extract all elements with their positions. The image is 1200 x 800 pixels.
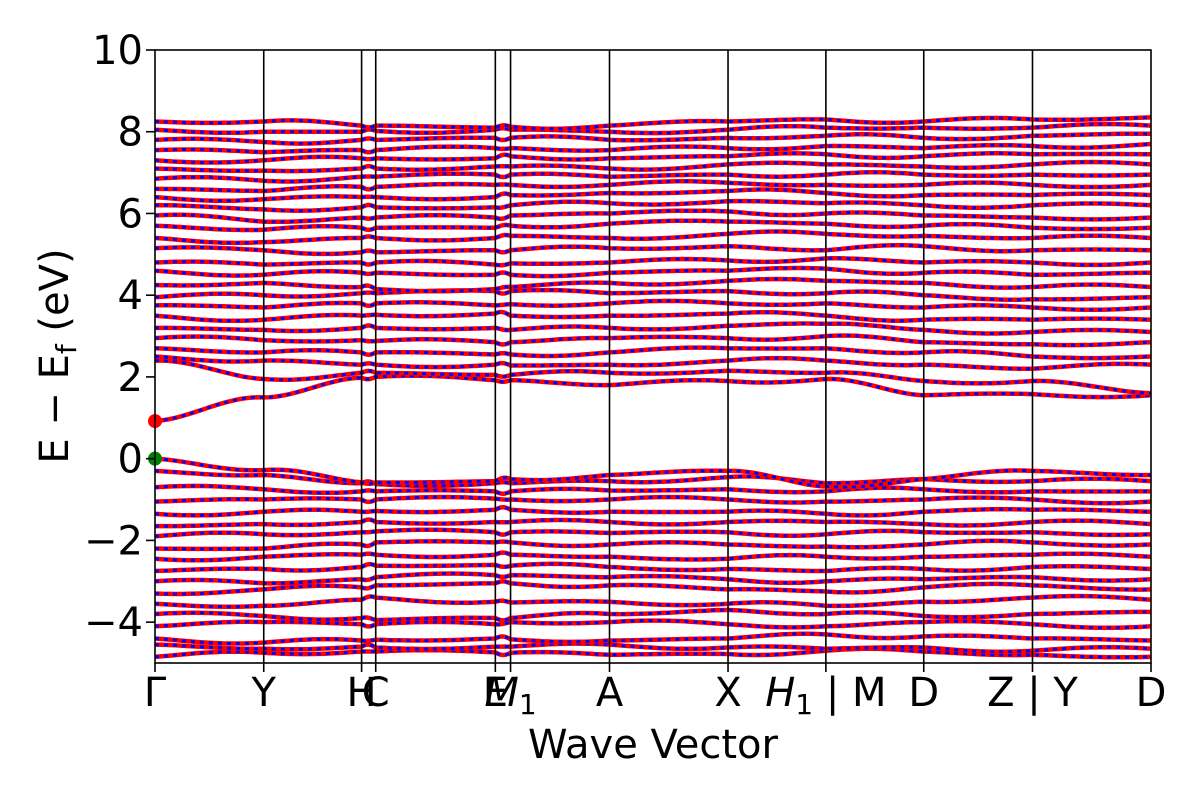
band-line-spin-down — [154, 188, 1152, 203]
x-axis-label: Wave Vector — [528, 722, 779, 768]
band-line-spin-down — [154, 199, 1152, 213]
band-line-spin-down — [154, 243, 1152, 256]
band-line-spin-down — [154, 457, 1152, 489]
y-tick-label: −4 — [84, 600, 143, 646]
y-tick-label: 2 — [118, 355, 143, 401]
x-tick-label: Γ — [144, 670, 167, 716]
band-line-spin-down — [154, 115, 1152, 131]
x-tick-label: Y — [251, 670, 277, 716]
band-line-spin-down — [154, 230, 1152, 245]
band-line-spin-down — [154, 484, 1151, 496]
kpoint-lines-layer — [262, 50, 1034, 663]
band-line-spin-down — [154, 209, 1152, 224]
y-tick-label: 10 — [92, 28, 143, 74]
x-tick-label: M1 — [484, 670, 536, 721]
y-tick-label: −2 — [84, 518, 143, 564]
band-line-spin-down — [154, 346, 1152, 360]
band-line-spin-down — [154, 170, 1152, 183]
y-tick-label: 6 — [118, 191, 143, 237]
plot-frame — [154, 49, 1152, 664]
band-line-spin-down — [154, 355, 1152, 371]
y-tick-label: 8 — [118, 110, 143, 156]
y-axis-label-unit: (eV) — [32, 248, 78, 344]
y-axis-label-main: E − E — [32, 354, 78, 464]
y-tick-label: 4 — [118, 273, 143, 319]
band-line-spin-down — [154, 505, 1152, 517]
band-line-spin-down — [154, 579, 1152, 596]
band-line-spin-down — [154, 608, 1151, 622]
x-tick-label: H1 | M — [765, 670, 886, 721]
x-tick-label: E — [483, 670, 508, 716]
x-tick-label: A — [596, 670, 624, 716]
band-line-spin-down — [154, 132, 1152, 146]
band-line-spin-down — [154, 647, 1152, 659]
band-line-spin-down — [154, 333, 1152, 347]
y-tick-label: 0 — [118, 437, 143, 483]
y-axis: −4 −2 0 2 4 6 8 10 — [84, 28, 155, 646]
band-line-spin-down — [154, 288, 1152, 302]
band-line-spin-down — [154, 495, 1152, 505]
x-tick-label: X — [714, 670, 741, 716]
x-tick-label: D — [908, 670, 939, 716]
band-line-spin-down — [155, 179, 1152, 193]
band-line-spin-down — [154, 374, 1152, 423]
band-line-spin-down — [155, 518, 1152, 528]
band-line-spin-down — [154, 619, 1152, 630]
y-axis-label-sub: f — [50, 343, 83, 354]
band-line-spin-down — [154, 594, 1152, 609]
band-line-spin-down — [154, 551, 1152, 562]
band-line-spin-down — [154, 358, 1152, 395]
band-line-spin-down — [154, 632, 1152, 645]
band-line-spin-down — [154, 266, 1152, 278]
band-line-spin-down — [154, 310, 1152, 323]
band-line-spin-down — [154, 256, 1152, 267]
band-line-spin-down — [155, 539, 1152, 551]
band-line-spin-down — [154, 299, 1152, 312]
band-line-spin-down — [154, 219, 1152, 232]
band-line-spin-down — [154, 142, 1152, 154]
x-tick-label: H — [347, 670, 377, 716]
band-line-spin-down — [154, 528, 1152, 538]
band-line-spin-down — [154, 571, 1152, 585]
x-tick-label: Z | Y — [987, 670, 1078, 716]
bands-layer — [154, 115, 1152, 660]
x-axis: Γ Y HC EM1 A X H1 | M D Z | Y D — [144, 663, 1167, 721]
band-line-spin-down — [154, 562, 1152, 573]
y-axis-label: E − Ef (eV) — [32, 248, 83, 463]
x-tick-label: D — [1136, 670, 1167, 716]
band-line-spin-down — [154, 151, 1151, 164]
x-tick-label: C — [362, 670, 390, 716]
band-line-spin-down — [155, 322, 1152, 335]
band-line-spin-down — [154, 160, 1152, 173]
band-line-spin-down — [154, 277, 1152, 293]
